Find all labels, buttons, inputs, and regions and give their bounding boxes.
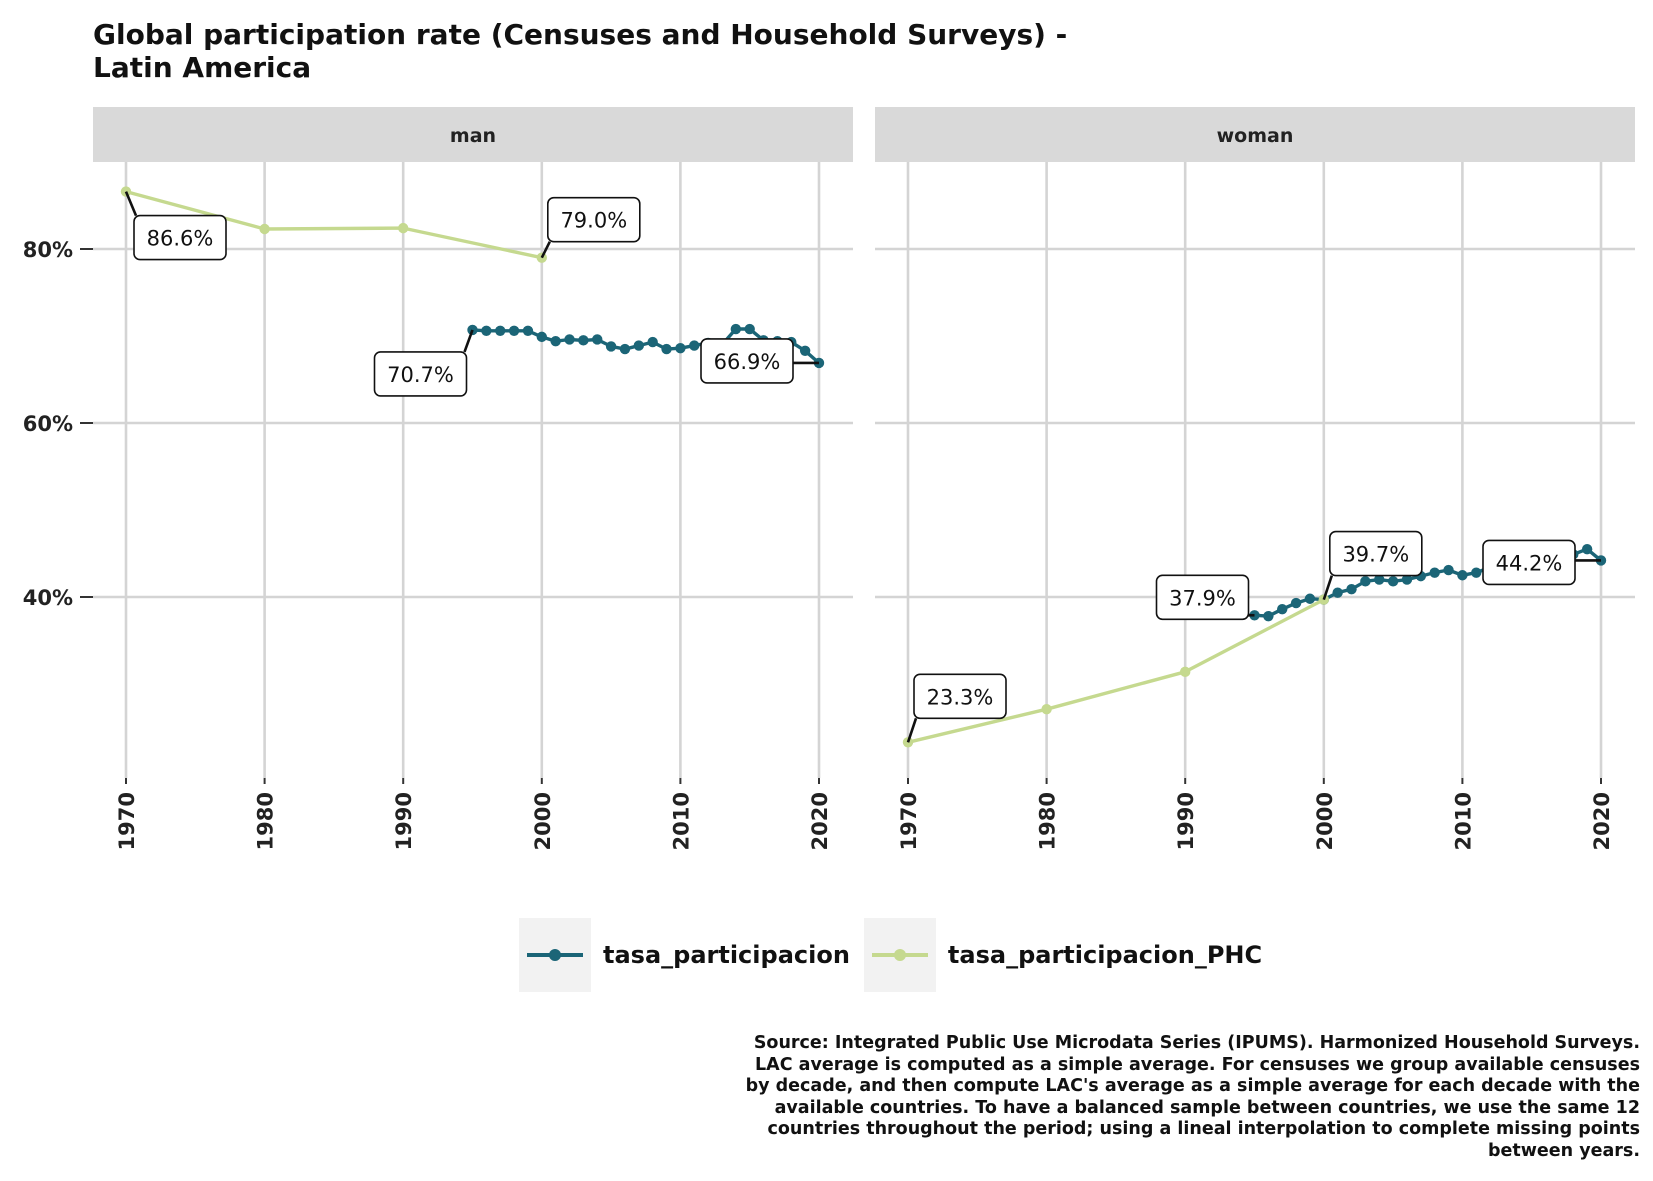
data-point-tasa-participacion-man bbox=[508, 325, 520, 336]
callout-label-man-1: 79.0% bbox=[560, 209, 627, 233]
x-tick-label-1990: 1990 bbox=[392, 792, 416, 850]
series-line-tasa-participacion-phc-man bbox=[125, 189, 543, 260]
x-tick-label-1970: 1970 bbox=[115, 792, 139, 850]
data-point-tasa-participacion-phc-man bbox=[398, 222, 409, 234]
data-point-tasa-participacion-woman bbox=[1360, 576, 1371, 587]
data-point-tasa-participacion-man bbox=[647, 336, 658, 348]
legend-key-tasa-participacion bbox=[519, 918, 591, 992]
facet-strip-man bbox=[93, 107, 853, 162]
callout-box-man-1 bbox=[546, 196, 641, 243]
chart-title: Global participation rate (Censuses and … bbox=[93, 18, 1068, 84]
legend-label-tasa-participacion: tasa_participacion bbox=[603, 941, 850, 969]
callout-label-woman-3: 44.2% bbox=[1496, 551, 1563, 575]
data-point-tasa-participacion-man bbox=[689, 340, 700, 351]
y-tick-label-80: 80% bbox=[23, 238, 73, 262]
legend-item-tasa-participacion[interactable]: tasa_participacion bbox=[519, 918, 850, 992]
data-point-tasa-participacion-man bbox=[564, 334, 575, 345]
data-point-tasa-participacion-woman bbox=[1277, 603, 1288, 615]
x-tick-label-1970: 1970 bbox=[897, 792, 921, 850]
data-point-tasa-participacion-woman bbox=[1387, 576, 1399, 587]
data-point-tasa-participacion-man bbox=[592, 334, 603, 345]
x-tick-label-2000: 2000 bbox=[1313, 792, 1337, 850]
callout-label-man-2: 70.7% bbox=[387, 363, 454, 387]
x-tick-label-2010: 2010 bbox=[1451, 792, 1475, 850]
x-tick-label-2000: 2000 bbox=[531, 792, 555, 850]
data-point-tasa-participacion-woman bbox=[1374, 574, 1385, 585]
callout-box-woman-3 bbox=[1482, 539, 1576, 586]
data-point-tasa-participacion-man bbox=[730, 323, 742, 335]
callout-label-man-0: 86.6% bbox=[147, 227, 214, 251]
data-point-tasa-participacion-man bbox=[467, 324, 478, 336]
y-tick-label-40: 40% bbox=[23, 586, 73, 610]
callout-box-woman-0 bbox=[913, 673, 1007, 720]
data-point-tasa-participacion-man bbox=[633, 340, 645, 351]
data-point-tasa-participacion-phc-woman bbox=[1180, 666, 1191, 678]
callout-box-man-3 bbox=[700, 338, 794, 384]
series-line-tasa-participacion-phc-woman bbox=[907, 598, 1325, 744]
data-point-tasa-participacion-woman bbox=[1429, 567, 1440, 578]
data-point-tasa-participacion-woman bbox=[1581, 543, 1593, 555]
callout-label-woman-0: 23.3% bbox=[927, 685, 994, 709]
data-point-tasa-participacion-man bbox=[495, 325, 506, 336]
data-point-tasa-participacion-woman bbox=[1443, 564, 1454, 576]
callout-leader-woman-0 bbox=[906, 717, 918, 743]
data-point-tasa-participacion-woman bbox=[1471, 567, 1482, 578]
data-point-tasa-participacion-man bbox=[481, 325, 492, 336]
data-point-tasa-participacion-woman bbox=[1290, 597, 1302, 609]
legend-item-tasa-participacion-phc[interactable]: tasa_participacion_PHC bbox=[863, 918, 1263, 992]
x-tick-label-2010: 2010 bbox=[669, 792, 693, 850]
legend: tasa_participacion tasa_participacion_PH… bbox=[519, 918, 1276, 992]
legend-label-tasa-participacion-phc: tasa_participacion_PHC bbox=[947, 941, 1263, 969]
callout-box-man-2 bbox=[373, 351, 468, 397]
callout-leader-woman-2 bbox=[1322, 575, 1334, 601]
data-point-tasa-participacion-man bbox=[744, 323, 755, 335]
legend-key-tasa-participacion-phc bbox=[863, 918, 936, 992]
x-tick-label-1980: 1980 bbox=[254, 792, 278, 850]
data-point-tasa-participacion-woman bbox=[1457, 570, 1468, 581]
data-point-tasa-participacion-woman bbox=[1346, 583, 1357, 595]
x-tick-label-2020: 2020 bbox=[808, 792, 832, 850]
data-point-tasa-participacion-woman bbox=[1304, 593, 1316, 604]
x-tick-label-1990: 1990 bbox=[1174, 792, 1198, 850]
data-point-tasa-participacion-man bbox=[605, 341, 617, 352]
data-point-tasa-participacion-woman bbox=[1263, 610, 1274, 622]
data-point-tasa-participacion-man bbox=[550, 336, 561, 347]
callout-box-man-0 bbox=[133, 214, 227, 261]
y-tick-label-60: 60% bbox=[23, 412, 73, 436]
callout-label-man-3: 66.9% bbox=[714, 350, 781, 374]
data-point-tasa-participacion-man bbox=[578, 335, 589, 346]
data-point-tasa-participacion-phc-woman bbox=[1041, 704, 1052, 715]
data-point-tasa-participacion-man bbox=[619, 343, 631, 355]
callout-leader-man-1 bbox=[540, 241, 551, 259]
callout-leader-man-2 bbox=[463, 329, 474, 353]
facet-label-woman: woman bbox=[1217, 125, 1294, 147]
data-point-tasa-participacion-man bbox=[522, 325, 534, 336]
facet-label-man: man bbox=[450, 125, 496, 147]
callout-box-woman-1 bbox=[1155, 574, 1250, 621]
x-tick-label-2020: 2020 bbox=[1590, 792, 1614, 850]
callout-leader-man-0 bbox=[124, 191, 138, 217]
data-point-tasa-participacion-man bbox=[675, 342, 686, 354]
facet-strip-woman bbox=[875, 107, 1635, 162]
callout-label-woman-1: 37.9% bbox=[1169, 586, 1236, 610]
x-tick-label-1980: 1980 bbox=[1036, 792, 1060, 850]
callout-box-woman-2 bbox=[1329, 530, 1423, 577]
data-point-tasa-participacion-woman bbox=[1401, 574, 1413, 585]
data-point-tasa-participacion-woman bbox=[1332, 587, 1343, 598]
data-point-tasa-participacion-man bbox=[536, 331, 547, 343]
source-caption: Source: Integrated Public Use Microdata … bbox=[745, 1033, 1640, 1161]
data-point-tasa-participacion-man bbox=[661, 343, 672, 355]
callout-label-woman-2: 39.7% bbox=[1342, 543, 1409, 567]
data-point-tasa-participacion-man bbox=[799, 345, 811, 356]
data-point-tasa-participacion-phc-man bbox=[259, 223, 270, 235]
